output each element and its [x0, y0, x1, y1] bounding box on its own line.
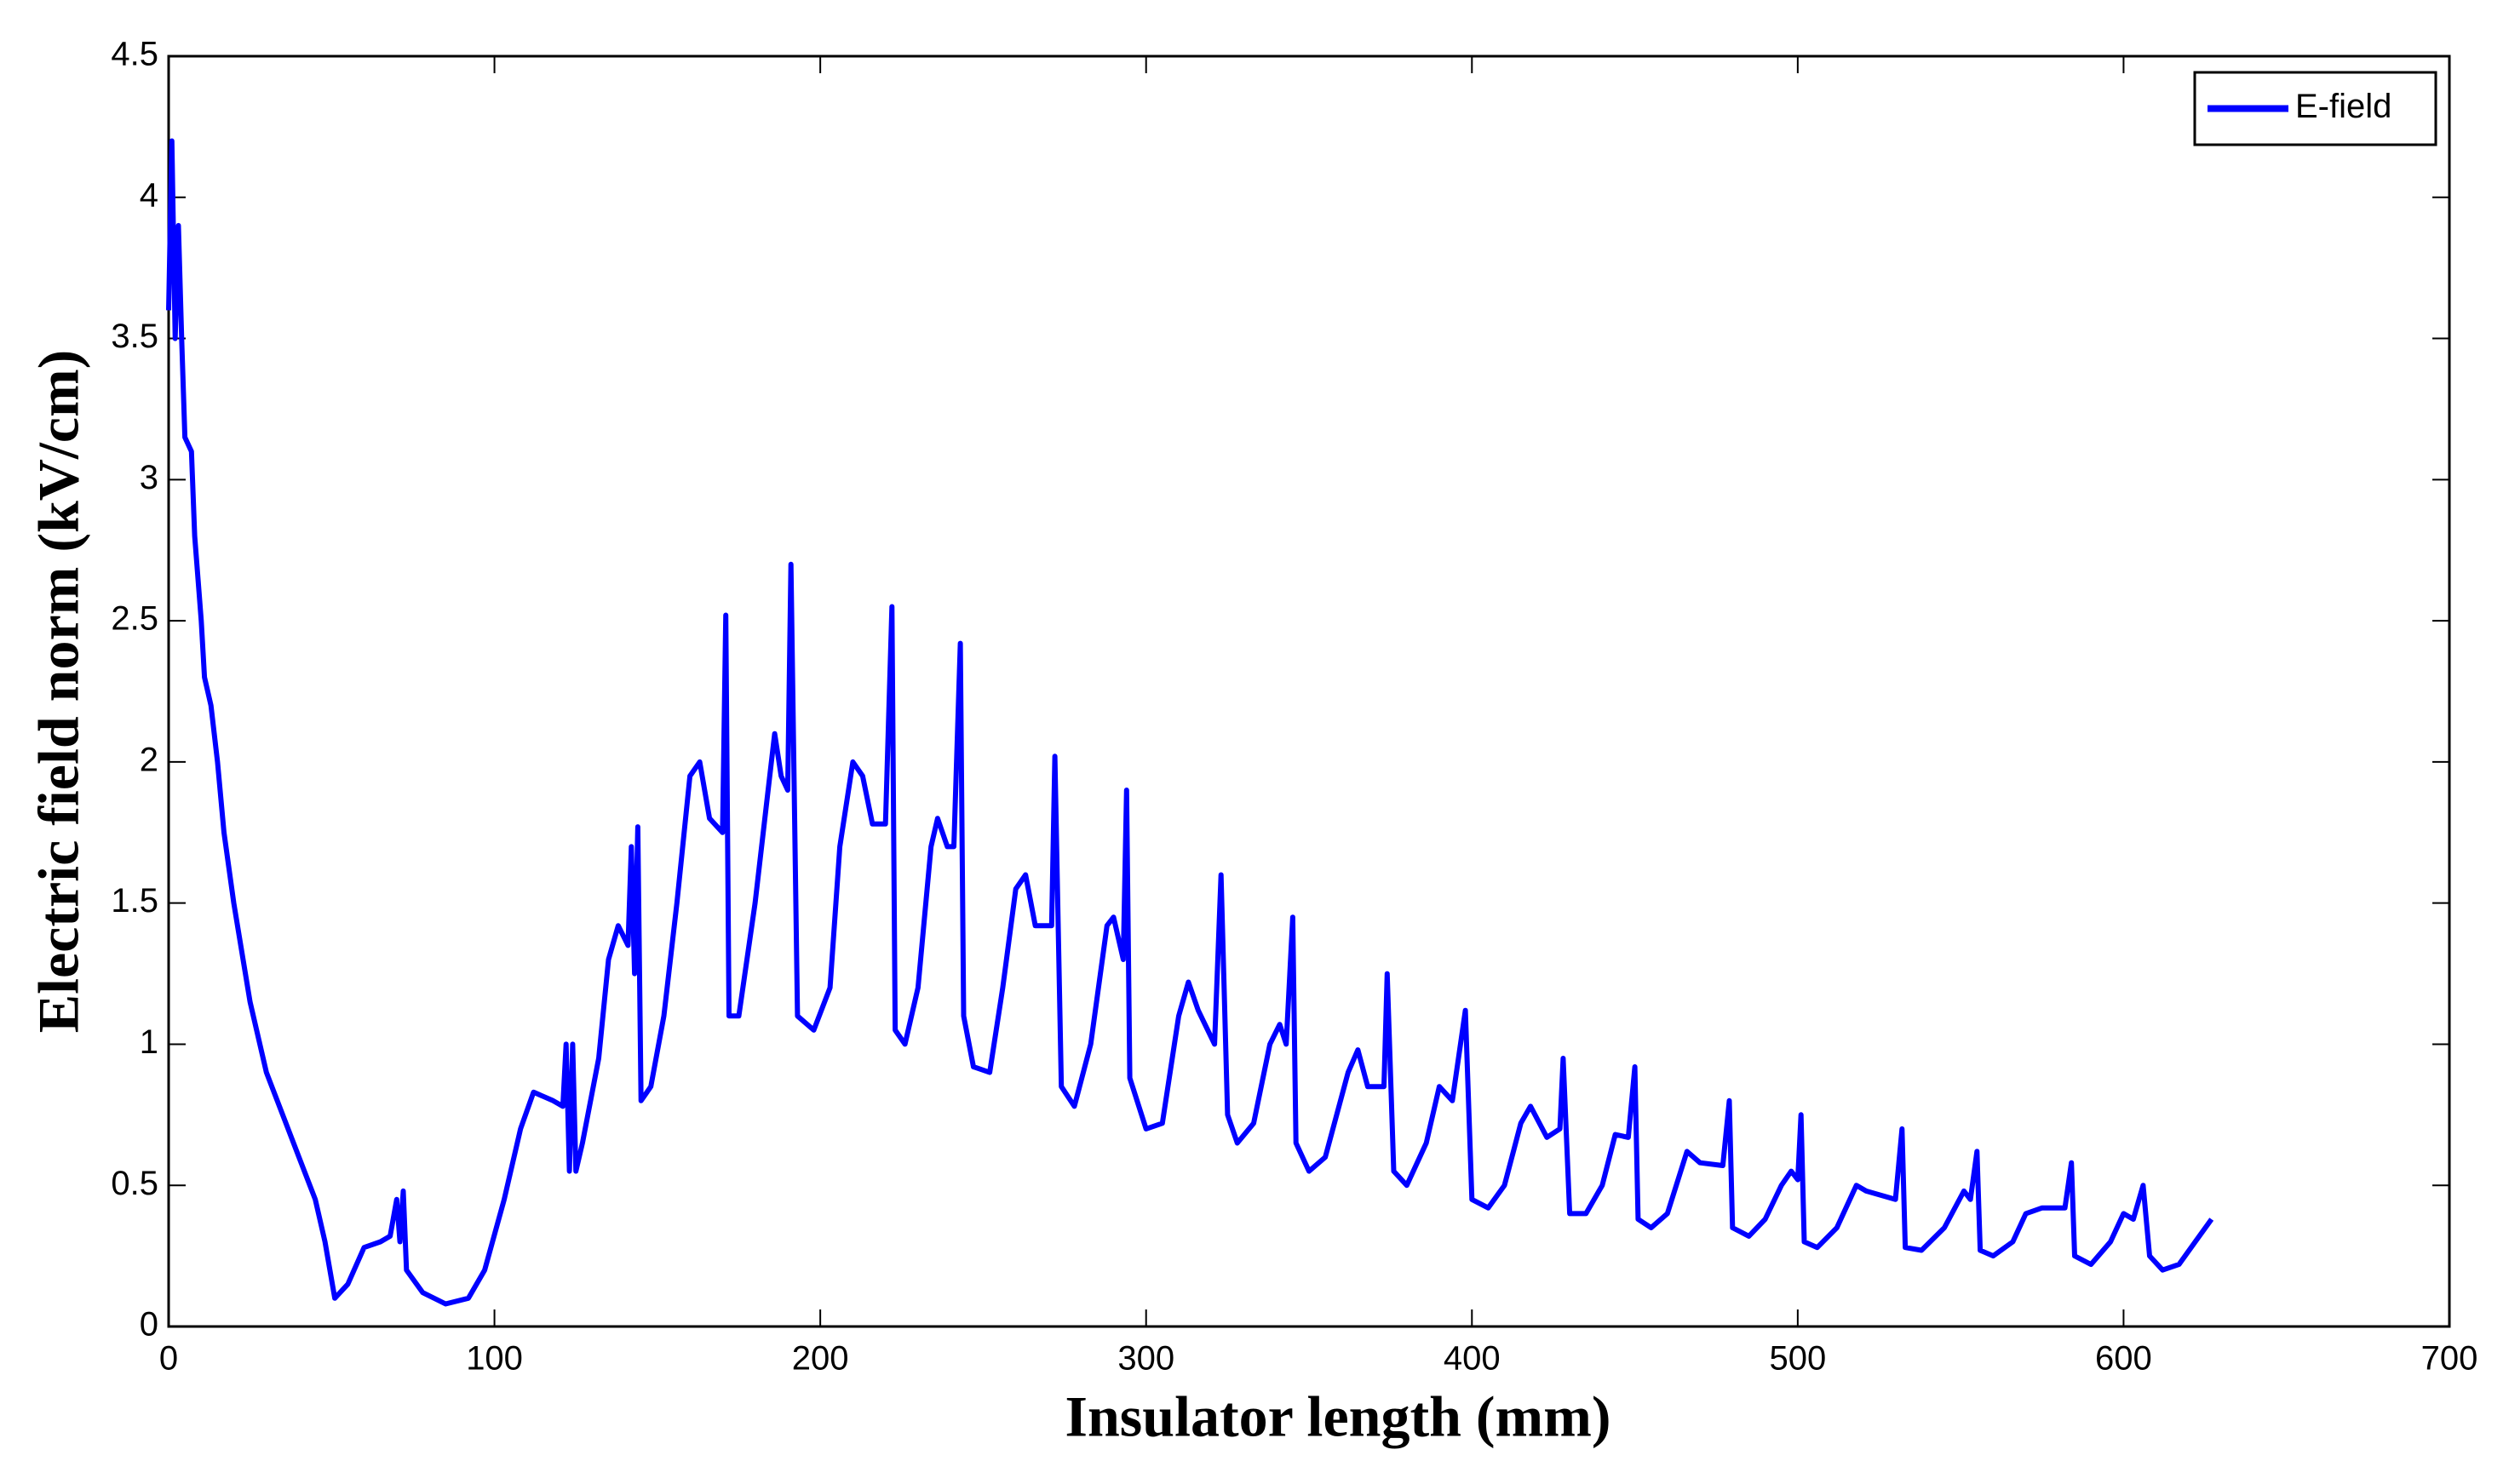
y-tick-label: 4 — [140, 176, 158, 214]
y-tick-label: 0.5 — [111, 1165, 158, 1202]
data-line — [166, 138, 2214, 1307]
x-tick-label: 700 — [2421, 1340, 2478, 1378]
plot-frame — [167, 54, 2451, 1328]
y-tick-label: 4.5 — [111, 36, 158, 73]
y-tick-label: 1 — [140, 1023, 158, 1061]
x-tick-label: 300 — [1117, 1340, 1174, 1378]
x-tick-label: 400 — [1444, 1340, 1501, 1378]
x-axis-label: Insulator length (mm) — [1065, 1384, 1611, 1449]
y-tick-label: 2.5 — [111, 600, 158, 638]
x-tick-label: 100 — [466, 1340, 523, 1378]
y-tick-label: 1.5 — [111, 882, 158, 920]
y-tick-label: 3.5 — [111, 318, 158, 355]
y-tick-label: 0 — [140, 1306, 158, 1344]
y-tick-label: 2 — [140, 741, 158, 778]
y-axis-label: Electric field norm (kV/cm) — [26, 350, 91, 1034]
y-tick-label: 3 — [140, 459, 158, 496]
x-tick-label: 500 — [1769, 1340, 1826, 1378]
legend-label: E-field — [2295, 88, 2391, 125]
x-tick-label: 0 — [159, 1340, 178, 1378]
x-tick-label: 600 — [2095, 1340, 2152, 1378]
x-tick-label: 200 — [792, 1340, 849, 1378]
